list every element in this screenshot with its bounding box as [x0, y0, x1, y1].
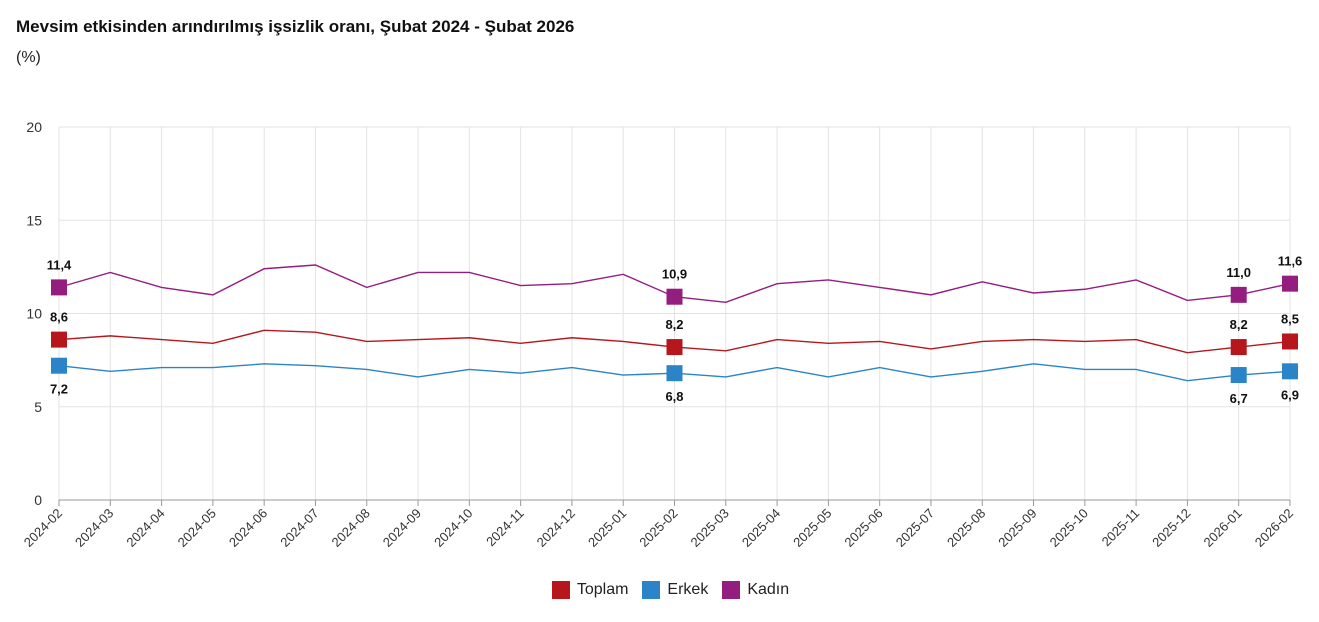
x-tick-label: 2025-10 — [1047, 506, 1091, 550]
data-point-marker — [1282, 333, 1298, 350]
data-label: 6,9 — [1281, 387, 1299, 402]
data-label: 6,7 — [1230, 391, 1248, 406]
data-label: 8,6 — [50, 310, 68, 325]
x-tick-label: 2025-11 — [1099, 506, 1143, 550]
legend-item-toplam[interactable]: Toplam — [551, 581, 629, 599]
data-label: 8,5 — [1281, 311, 1299, 326]
legend-swatch — [551, 581, 570, 599]
y-tick-label: 20 — [26, 119, 42, 135]
legend-swatch — [642, 581, 661, 599]
y-tick-label: 10 — [26, 306, 42, 322]
data-label: 11,6 — [1278, 254, 1303, 269]
data-point-marker — [1230, 339, 1247, 356]
data-label: 8,2 — [1230, 317, 1248, 332]
data-label: 7,2 — [50, 382, 68, 397]
x-tick-label: 2024-04 — [123, 506, 167, 550]
data-label: 10,9 — [662, 267, 687, 282]
x-tick-label: 2024-03 — [72, 506, 116, 550]
data-label: 11,4 — [47, 257, 72, 272]
data-point-marker — [51, 331, 67, 348]
legend-item-erkek[interactable]: Erkek — [642, 581, 708, 599]
data-point-marker — [1282, 363, 1298, 380]
data-point-marker — [51, 357, 67, 374]
x-tick-label: 2025-05 — [790, 506, 834, 550]
data-label: 8,2 — [665, 317, 683, 332]
x-tick-label: 2024-09 — [380, 506, 424, 550]
chart-title: Mevsim etkisinden arındırılmış işsizlik … — [16, 17, 575, 36]
data-label: 6,8 — [665, 389, 683, 404]
chart-subtitle: (%) — [16, 49, 41, 66]
x-tick-label: 2024-05 — [175, 506, 219, 550]
x-tick-label: 2024-12 — [534, 506, 578, 550]
legend-label: Erkek — [667, 581, 709, 598]
data-point-marker — [51, 279, 67, 296]
legend-item-kadin[interactable]: Kadın — [722, 581, 789, 599]
x-tick-label: 2025-02 — [636, 506, 680, 550]
x-tick-label: 2025-04 — [739, 506, 783, 550]
legend-label: Kadın — [747, 581, 790, 598]
data-label: 11,0 — [1226, 265, 1251, 280]
x-tick-label: 2024-07 — [277, 506, 321, 550]
y-tick-label: 5 — [34, 399, 42, 415]
x-tick-label: 2024-11 — [483, 506, 527, 550]
x-tick-label: 2024-06 — [226, 506, 270, 550]
y-tick-label: 15 — [26, 212, 42, 228]
x-tick-label: 2024-02 — [21, 506, 65, 550]
x-tick-label: 2025-07 — [893, 506, 937, 550]
data-point-marker — [1230, 286, 1247, 303]
x-tick-label: 2025-01 — [585, 506, 629, 550]
legend-swatch — [722, 581, 741, 599]
x-tick-label: 2026-02 — [1252, 506, 1296, 550]
x-tick-label: 2025-06 — [841, 506, 885, 550]
data-point-marker — [1230, 367, 1247, 384]
data-point-marker — [666, 365, 683, 382]
x-tick-label: 2025-12 — [1149, 506, 1193, 550]
data-point-marker — [1282, 275, 1298, 292]
x-tick-label: 2025-03 — [688, 506, 732, 550]
data-point-marker — [666, 339, 683, 356]
x-tick-label: 2024-08 — [329, 506, 373, 550]
legend: Toplam Erkek Kadın — [0, 581, 1319, 599]
x-tick-label: 2025-09 — [995, 506, 1039, 550]
x-tick-label: 2024-10 — [431, 506, 475, 550]
x-tick-label: 2025-08 — [944, 506, 988, 550]
data-point-marker — [666, 288, 683, 305]
legend-label: Toplam — [576, 581, 629, 598]
y-tick-label: 0 — [34, 492, 42, 508]
x-tick-label: 2026-01 — [1200, 506, 1244, 550]
